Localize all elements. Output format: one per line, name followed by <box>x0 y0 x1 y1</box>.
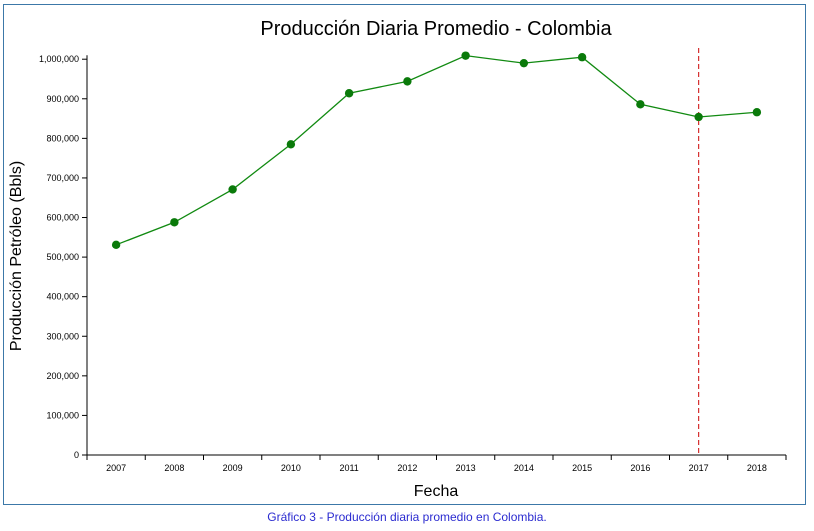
data-point <box>694 112 703 122</box>
data-point <box>752 108 762 117</box>
x-axis: 2007 2008 2009 2010 2011 2012 2013 2014 2015 2016… <box>86 454 787 473</box>
series-group <box>111 51 762 250</box>
data-point <box>170 218 179 227</box>
chart-title: Producción Diaria Promedio - Colombia <box>260 18 612 40</box>
x-tick-label: 2015 <box>572 463 592 473</box>
y-tick-label: 900,000 <box>46 94 79 104</box>
data-point <box>519 58 529 68</box>
x-tick-label: 2008 <box>164 463 184 473</box>
data-point <box>636 100 645 109</box>
y-tick-label: 100,000 <box>46 410 79 420</box>
x-tick-label: 2018 <box>747 463 767 473</box>
x-tick-label: 2010 <box>281 463 301 473</box>
data-point <box>461 51 470 60</box>
data-point <box>344 89 354 98</box>
data-point <box>286 140 296 149</box>
y-tick-label: 0 <box>74 450 79 460</box>
x-tick-label: 2014 <box>514 463 534 473</box>
chart-frame <box>3 4 806 505</box>
data-point <box>228 185 237 194</box>
y-axis: 0 100,000 200,000 300,000 400,000 500,000 600,… <box>39 54 88 460</box>
x-tick-label: 2013 <box>456 463 476 473</box>
y-tick-label: 500,000 <box>46 252 79 262</box>
x-axis-label: Fecha <box>414 483 459 500</box>
y-tick-label: 700,000 <box>46 173 79 183</box>
x-tick-label: 2017 <box>689 463 709 473</box>
x-tick-label: 2007 <box>106 463 126 473</box>
x-tick-label: 2011 <box>339 463 358 473</box>
y-axis-label: Producción Petróleo (Bbls) <box>8 161 25 351</box>
y-tick-label: 400,000 <box>46 292 79 302</box>
y-tick-label: 800,000 <box>46 133 79 143</box>
x-tick-label: 2012 <box>397 463 417 473</box>
x-tick-label: 2016 <box>630 463 650 473</box>
series-line <box>115 54 757 246</box>
data-point <box>111 240 121 250</box>
data-point <box>577 53 587 62</box>
y-tick-label: 1,000,000 <box>39 54 79 64</box>
figure-caption: Gráfico 3 - Producción diaria promedio e… <box>267 510 547 524</box>
y-tick-label: 600,000 <box>46 213 79 223</box>
y-tick-label: 200,000 <box>46 371 79 381</box>
data-point <box>403 77 412 86</box>
chart-canvas: Producción Diaria Promedio - Colombia 0 1… <box>8 18 787 500</box>
x-tick-label: 2009 <box>223 463 243 473</box>
y-tick-label: 300,000 <box>46 331 79 341</box>
